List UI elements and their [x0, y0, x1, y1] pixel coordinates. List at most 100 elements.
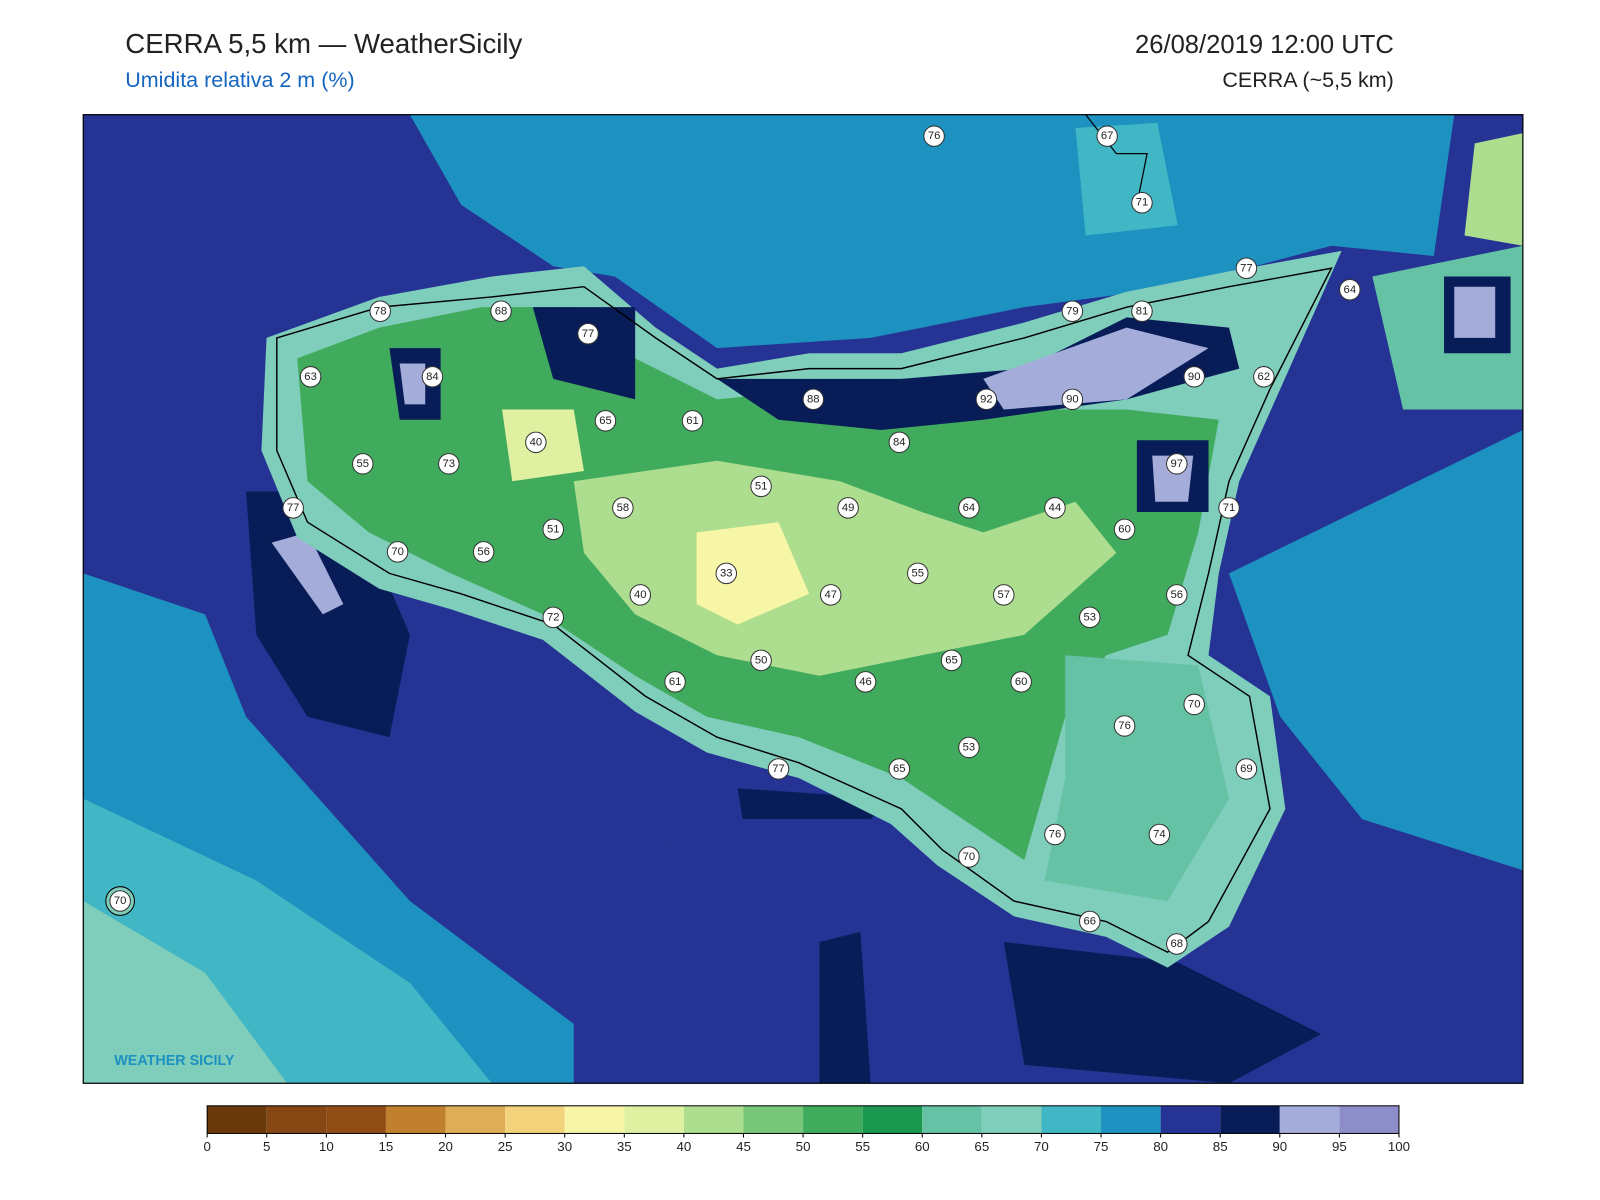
station-value: 53 — [963, 741, 976, 753]
station-value: 61 — [669, 676, 682, 688]
station-marker — [1148, 823, 1171, 846]
station-marker — [940, 649, 963, 672]
station-value: 46 — [859, 676, 872, 688]
station-value: 47 — [824, 589, 837, 601]
colorbar-bin — [326, 1105, 386, 1134]
station-marker — [490, 300, 512, 323]
colorbar-bin — [1160, 1105, 1221, 1134]
colorbar-tick-label: 55 — [855, 1139, 870, 1154]
station-value: 68 — [495, 305, 508, 317]
station-value: 63 — [304, 371, 317, 383]
colorbar-bin — [981, 1105, 1042, 1134]
colorbar-tick-label: 70 — [1034, 1139, 1049, 1154]
station-marker — [1183, 693, 1205, 716]
colorbar-tick-label: 60 — [915, 1139, 930, 1154]
colorbar-tick-label: 90 — [1272, 1139, 1287, 1154]
station-value: 70 — [963, 851, 976, 863]
station-marker — [612, 497, 634, 519]
station-value: 51 — [755, 480, 768, 492]
station-marker — [1235, 758, 1258, 780]
colorbar-tick-label: 85 — [1213, 1139, 1228, 1154]
colorbar-bin — [445, 1105, 506, 1134]
colorbar-tick-label: 35 — [617, 1139, 632, 1154]
station-value: 33 — [720, 567, 733, 579]
station-marker — [386, 541, 409, 563]
station-marker — [542, 606, 564, 629]
station-value: 76 — [928, 130, 941, 142]
colorbar-bin — [207, 1105, 267, 1134]
station-value: 76 — [1118, 720, 1131, 732]
station-value: 67 — [1101, 130, 1114, 142]
station-value: 73 — [443, 458, 456, 470]
station-value: 81 — [1136, 305, 1149, 317]
colorbar-bin — [743, 1105, 804, 1134]
station-marker — [750, 475, 772, 498]
station-value: 56 — [477, 546, 490, 558]
station-marker — [525, 431, 547, 454]
station-marker — [837, 497, 859, 519]
station-value: 77 — [1240, 262, 1253, 274]
station-marker — [472, 541, 495, 563]
station-marker — [958, 497, 980, 519]
station-marker — [993, 584, 1015, 606]
station-marker — [1339, 279, 1361, 301]
station-value: 77 — [582, 328, 595, 340]
station-value: 72 — [547, 611, 560, 623]
station-value: 71 — [1136, 197, 1149, 209]
station-value: 53 — [1084, 611, 1097, 623]
colorbar-bin — [1279, 1105, 1340, 1134]
colorbar-bin — [1041, 1105, 1102, 1134]
station-marker — [1113, 518, 1136, 541]
station-marker — [1061, 300, 1084, 323]
station-marker — [923, 125, 945, 147]
station-marker — [854, 671, 877, 693]
station-value: 65 — [599, 415, 612, 427]
colorbar-tick-label: 30 — [557, 1139, 572, 1154]
station-value: 71 — [1223, 502, 1236, 514]
station-marker — [594, 410, 617, 432]
station-value: 69 — [1240, 763, 1253, 775]
station-marker — [1166, 584, 1188, 606]
colorbar-tick-label: 80 — [1153, 1139, 1168, 1154]
colorbar-tick-label: 0 — [203, 1139, 210, 1154]
colorbar-bin — [803, 1105, 863, 1134]
colorbar-bin — [266, 1105, 327, 1134]
station-value: 66 — [1084, 916, 1097, 928]
station-marker — [888, 758, 911, 780]
station-value: 51 — [547, 523, 560, 535]
station-marker — [1044, 823, 1066, 846]
station-value: 70 — [391, 546, 404, 558]
colorbar-bin — [385, 1105, 446, 1134]
station-marker — [767, 758, 790, 780]
station-marker — [802, 388, 825, 411]
station-marker — [577, 323, 599, 345]
station-marker — [1235, 257, 1258, 280]
station-value: 57 — [997, 589, 1010, 601]
colorbar-tick-label: 50 — [796, 1139, 811, 1154]
colorbar-tick-label: 95 — [1332, 1139, 1347, 1154]
colorbar-bin — [922, 1105, 982, 1134]
station-value: 84 — [893, 436, 906, 448]
colorbar-tick-label: 75 — [1094, 1139, 1109, 1154]
station-labels: 76 67 71 77 64 78 68 77 79 81 63 84 90 62 88 92 90 65 61 40… — [109, 125, 1361, 955]
station-value: 90 — [1188, 371, 1201, 383]
station-value: 62 — [1258, 371, 1271, 383]
station-value: 77 — [287, 502, 300, 514]
station-marker — [109, 890, 131, 912]
station-marker — [958, 736, 980, 759]
station-value: 78 — [374, 305, 387, 317]
station-value: 65 — [893, 763, 906, 775]
station-marker — [542, 518, 564, 541]
colorbar-bin — [683, 1105, 744, 1134]
colorbar-tick-label: 10 — [319, 1139, 334, 1154]
station-marker — [421, 366, 444, 388]
station-marker — [715, 562, 738, 585]
station-value: 61 — [686, 415, 699, 427]
title: CERRA 5,5 km — WeatherSicily — [125, 28, 522, 59]
station-marker — [1218, 497, 1240, 519]
station-marker — [1166, 453, 1188, 475]
station-marker — [681, 410, 704, 432]
map-frame — [82, 114, 1524, 1084]
station-value: 97 — [1171, 458, 1184, 470]
